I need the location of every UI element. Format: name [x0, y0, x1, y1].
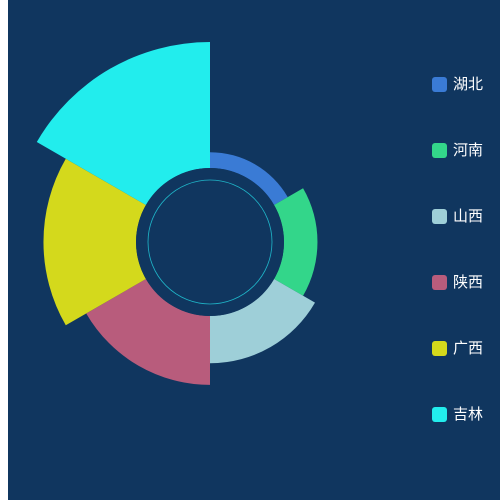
legend-swatch [432, 340, 447, 356]
legend-item-guangxi[interactable]: 广西 [432, 338, 483, 358]
rose-slices [36, 42, 318, 385]
chart-panel: 湖北 河南 山西 陕西 广西 吉林 [8, 0, 500, 500]
legend-label: 广西 [453, 339, 484, 357]
legend-item-jilin[interactable]: 吉林 [432, 404, 483, 424]
rose-slice-3[interactable] [86, 279, 210, 385]
legend-item-henan[interactable]: 河南 [432, 140, 483, 160]
rose-slice-5[interactable] [36, 42, 210, 205]
legend-item-hubei[interactable]: 湖北 [432, 74, 483, 94]
legend-item-shanxi[interactable]: 山西 [432, 206, 483, 226]
legend-swatch [432, 406, 447, 422]
legend-swatch [432, 76, 447, 92]
inner-ring-line [147, 179, 273, 305]
legend-label: 湖北 [453, 75, 484, 93]
rose-slice-2[interactable] [210, 279, 316, 364]
legend-label: 山西 [453, 207, 484, 225]
legend-swatch [432, 142, 447, 158]
rose-chart [36, 42, 318, 385]
rose-slice-4[interactable] [43, 158, 146, 326]
inner-ring [136, 168, 284, 316]
legend-label: 吉林 [453, 405, 484, 423]
legend-swatch [432, 208, 447, 224]
legend-label: 河南 [453, 141, 484, 159]
rose-slice-0[interactable] [210, 152, 288, 205]
legend-swatch [432, 274, 447, 290]
rose-slice-1[interactable] [274, 188, 318, 296]
legend-label: 陕西 [453, 273, 484, 291]
legend-item-shaanxi[interactable]: 陕西 [432, 272, 483, 292]
